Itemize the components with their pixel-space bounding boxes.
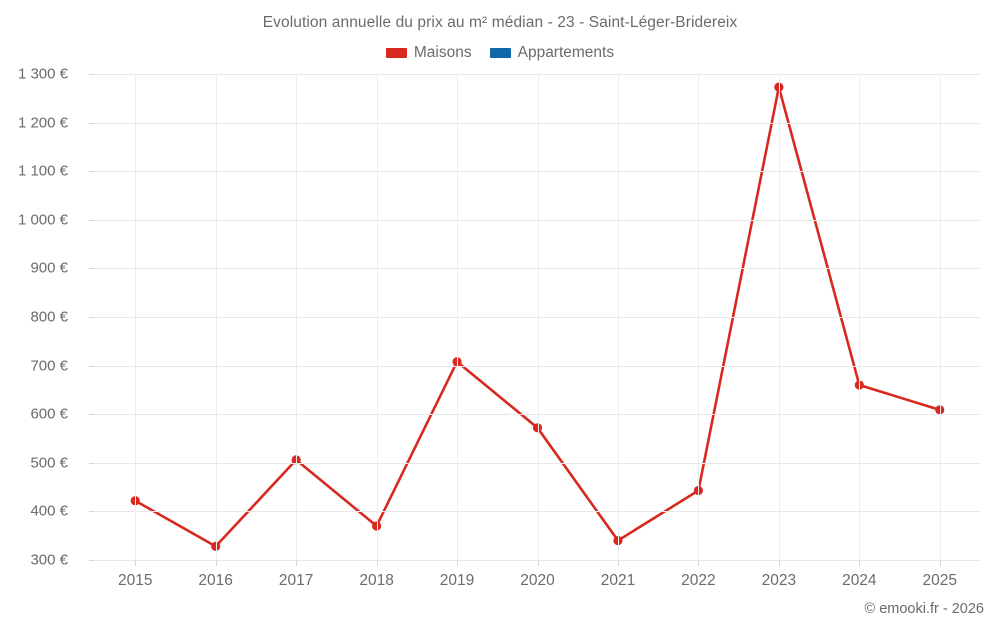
x-gridline bbox=[617, 74, 619, 560]
y-tick-mark bbox=[89, 511, 95, 513]
y-axis-tick-label: 1 100 € bbox=[17, 162, 68, 180]
y-axis-tick-label: 1 300 € bbox=[17, 65, 68, 83]
x-gridline bbox=[135, 74, 137, 560]
x-tick-mark bbox=[939, 560, 941, 566]
y-axis-tick-label: 400 € bbox=[30, 502, 68, 520]
x-axis-tick-label: 2023 bbox=[761, 572, 797, 589]
y-axis-tick-label: 900 € bbox=[30, 259, 68, 277]
legend-label-appartements: Appartements bbox=[517, 44, 615, 61]
x-tick-mark bbox=[617, 560, 619, 566]
y-tick-mark bbox=[89, 365, 95, 367]
x-axis-tick-label: 2019 bbox=[439, 572, 475, 589]
x-gridline bbox=[457, 74, 459, 560]
legend-item-appartements[interactable]: Appartements bbox=[489, 44, 615, 62]
x-gridline bbox=[939, 74, 941, 560]
y-tick-mark bbox=[89, 462, 95, 464]
x-axis-tick-label: 2015 bbox=[117, 572, 153, 589]
y-tick-mark bbox=[89, 268, 95, 270]
x-gridline bbox=[537, 74, 539, 560]
x-tick-mark bbox=[376, 560, 378, 566]
x-gridline bbox=[778, 74, 780, 560]
x-tick-mark bbox=[135, 560, 137, 566]
x-tick-mark bbox=[859, 560, 861, 566]
legend-label-maisons: Maisons bbox=[413, 44, 472, 61]
y-tick-mark bbox=[89, 74, 95, 75]
x-gridline bbox=[859, 74, 861, 560]
credit-footer: © emooki.fr - 2026 bbox=[864, 601, 984, 617]
legend-swatch-appartements bbox=[489, 48, 511, 58]
x-axis-tick-label: 2021 bbox=[600, 572, 636, 589]
chart-title: Evolution annuelle du prix au m² médian … bbox=[262, 14, 738, 31]
y-tick-mark bbox=[89, 317, 95, 318]
y-axis-tick-label: 300 € bbox=[30, 551, 68, 569]
x-axis-tick-label: 2016 bbox=[198, 572, 233, 589]
x-gridline bbox=[698, 74, 700, 560]
y-axis-tick-label: 600 € bbox=[30, 405, 68, 423]
legend-item-maisons[interactable]: Maisons bbox=[385, 44, 472, 62]
y-axis-tick-label: 700 € bbox=[30, 357, 68, 375]
y-axis-tick-label: 1 000 € bbox=[17, 211, 68, 229]
x-tick-mark bbox=[457, 560, 459, 566]
plot-area: 300 € 400 € 500 € 600 € 700 € 800 € 900 € 1 000… bbox=[18, 66, 980, 589]
y-tick-mark bbox=[89, 414, 95, 416]
x-tick-mark bbox=[698, 560, 700, 566]
x-axis-tick-label: 2025 bbox=[922, 572, 958, 589]
x-gridline bbox=[215, 74, 217, 560]
x-axis-tick-label: 2024 bbox=[842, 572, 877, 589]
y-tick-mark bbox=[89, 171, 95, 173]
x-axis-tick-label: 2022 bbox=[681, 572, 716, 589]
x-axis-tick-label: 2017 bbox=[278, 572, 314, 589]
x-gridline bbox=[296, 74, 298, 560]
y-tick-mark bbox=[89, 219, 95, 221]
y-tick-mark bbox=[89, 122, 95, 124]
y-axis-tick-label: 1 200 € bbox=[17, 114, 68, 132]
x-axis-tick-label: 2018 bbox=[359, 572, 394, 589]
legend-swatch-maisons bbox=[385, 48, 407, 58]
x-tick-mark bbox=[537, 560, 539, 566]
x-tick-mark bbox=[296, 560, 298, 566]
x-gridline bbox=[376, 74, 378, 560]
x-tick-mark bbox=[778, 560, 780, 566]
chart-legend: Maisons Appartements bbox=[0, 44, 1000, 62]
y-tick-mark bbox=[89, 560, 95, 561]
y-axis-tick-label: 800 € bbox=[30, 308, 68, 326]
y-axis-tick-label: 500 € bbox=[30, 454, 68, 472]
x-axis-tick-label: 2020 bbox=[520, 572, 555, 589]
x-tick-mark bbox=[215, 560, 217, 566]
